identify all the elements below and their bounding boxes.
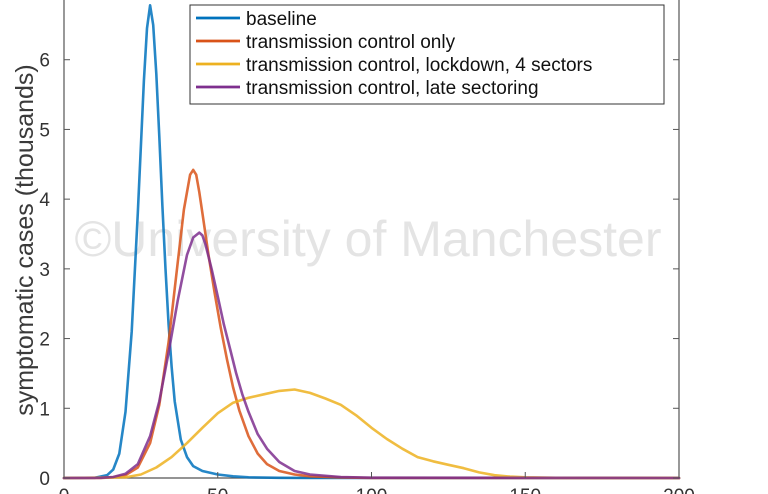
- legend-label-4: transmission control, late sectoring: [246, 78, 539, 99]
- y-tick-label: 5: [39, 120, 50, 141]
- y-axis-title: symptomatic cases (thousands): [11, 64, 39, 416]
- y-tick-label: 1: [39, 399, 50, 420]
- y-tick-label: 2: [39, 330, 50, 351]
- y-tick-label: 0: [39, 469, 50, 490]
- x-tick-label: 200: [663, 486, 695, 494]
- legend-label-1: baseline: [246, 9, 317, 30]
- x-tick-label: 150: [509, 486, 541, 494]
- series-line-1: [62, 4, 681, 480]
- series-layer: [62, 4, 681, 480]
- series-line-4: [62, 231, 681, 480]
- x-tick-label: 0: [59, 486, 70, 494]
- y-tick-label: 3: [39, 260, 50, 281]
- y-tick-label: 4: [39, 190, 50, 211]
- y-tick-label: 6: [39, 51, 50, 72]
- series-line-3: [62, 388, 681, 480]
- series-line-2: [62, 168, 681, 480]
- ticks-layer: 0 1 2 3 4 5 6 0 50 100 150 200: [39, 51, 694, 494]
- watermark-text: ©University of Manchester: [74, 211, 661, 267]
- legend-box: [189, 4, 665, 105]
- x-tick-label: 50: [207, 486, 228, 494]
- legend-label-2: transmission control only: [246, 32, 456, 53]
- x-tick-label: 100: [356, 486, 388, 494]
- legend-label-3: transmission control, lockdown, 4 sector…: [246, 55, 592, 76]
